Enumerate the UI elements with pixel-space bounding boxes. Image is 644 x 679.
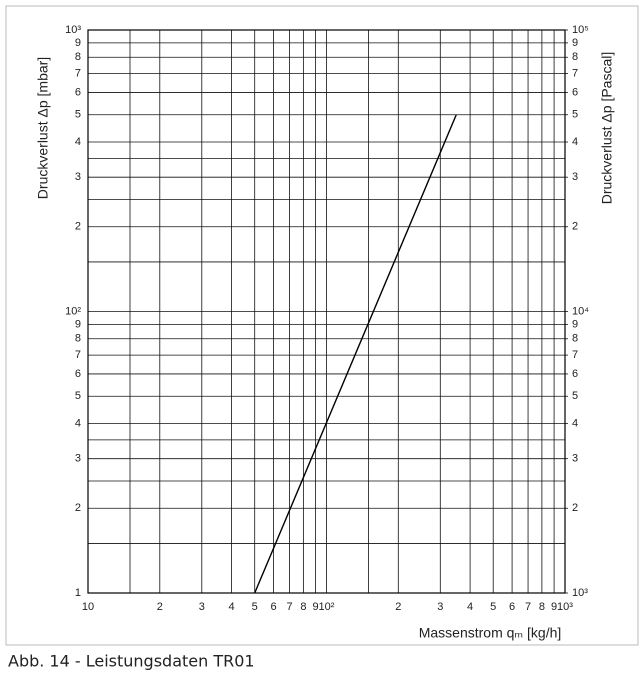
y2-tick-label: 10³ xyxy=(572,587,588,599)
x-tick-label: 7 xyxy=(286,601,292,613)
y2-tick-label: 4 xyxy=(572,417,578,429)
y-tick-label: 10³ xyxy=(65,24,81,36)
x-axis-label: Massenstrom qₘ [kg/h] xyxy=(419,625,562,641)
y-tick-label: 4 xyxy=(75,136,81,148)
y-tick-label: 5 xyxy=(75,109,81,121)
y2-tick-label: 3 xyxy=(572,171,578,183)
y2-tick-label: 9 xyxy=(572,318,578,330)
frame xyxy=(5,5,639,646)
data-line xyxy=(254,114,457,594)
y-tick-label: 8 xyxy=(75,333,81,345)
y-tick-label: 1 xyxy=(75,587,81,599)
y2-tick-label: 6 xyxy=(572,86,578,98)
x-tick-label: 5 xyxy=(252,601,258,613)
y-tick-label: 8 xyxy=(75,51,81,63)
x-tick-label: 9 xyxy=(551,601,557,613)
x-tick-label: 10³ xyxy=(557,601,573,613)
x-tick-label: 6 xyxy=(271,601,277,613)
y-tick-label: 7 xyxy=(75,68,81,80)
y2-tick-label: 4 xyxy=(572,136,578,148)
y2-tick-label: 9 xyxy=(572,37,578,49)
x-tick-label: 2 xyxy=(395,601,401,613)
x-tick-label: 2 xyxy=(157,601,163,613)
y-tick-label: 7 xyxy=(75,349,81,361)
y2-tick-label: 7 xyxy=(572,68,578,80)
x-tick-label: 6 xyxy=(509,601,515,613)
plot-frame xyxy=(87,29,566,594)
y-tick-label: 3 xyxy=(75,453,81,465)
y2-tick-label: 5 xyxy=(572,390,578,402)
x-tick-label: 8 xyxy=(539,601,545,613)
y2-tick-label: 2 xyxy=(572,502,578,514)
y2-tick-label: 8 xyxy=(572,51,578,63)
y-tick-label: 9 xyxy=(75,37,81,49)
y-tick-label: 9 xyxy=(75,318,81,330)
y-tick-label: 2 xyxy=(75,221,81,233)
y2-tick-label: 10⁴ xyxy=(572,305,589,317)
x-tick-label: 9 xyxy=(313,601,319,613)
y2-tick-label: 2 xyxy=(572,221,578,233)
x-tick-label: 8 xyxy=(300,601,306,613)
x-tick-label: 3 xyxy=(199,601,205,613)
x-tick-label: 3 xyxy=(437,601,443,613)
y-tick-label: 3 xyxy=(75,171,81,183)
x-tick-label: 7 xyxy=(525,601,531,613)
x-tick-label: 4 xyxy=(467,601,473,613)
y2-tick-label: 8 xyxy=(572,333,578,345)
x-tick-label: 10 xyxy=(82,601,94,613)
y2-tick-label: 3 xyxy=(572,453,578,465)
caption: Abb. 14 - Leistungsdaten TR01 xyxy=(8,652,255,671)
y-tick-label: 4 xyxy=(75,417,81,429)
y-axis-label: Druckverlust Δp [mbar] xyxy=(35,57,51,199)
y2-tick-label: 6 xyxy=(572,368,578,380)
y-tick-label: 5 xyxy=(75,390,81,402)
y2-axis-label: Druckverlust Δp [Pascal] xyxy=(599,52,615,205)
y-tick-label: 10² xyxy=(65,305,81,317)
y-tick-label: 6 xyxy=(75,86,81,98)
y2-tick-label: 7 xyxy=(572,349,578,361)
y2-tick-label: 5 xyxy=(572,109,578,121)
y-tick-label: 6 xyxy=(75,368,81,380)
x-tick-label: 10² xyxy=(319,601,335,613)
x-tick-label: 4 xyxy=(229,601,235,613)
y-tick-label: 2 xyxy=(75,502,81,514)
x-tick-label: 5 xyxy=(490,601,496,613)
y2-tick-label: 10⁵ xyxy=(572,24,589,36)
